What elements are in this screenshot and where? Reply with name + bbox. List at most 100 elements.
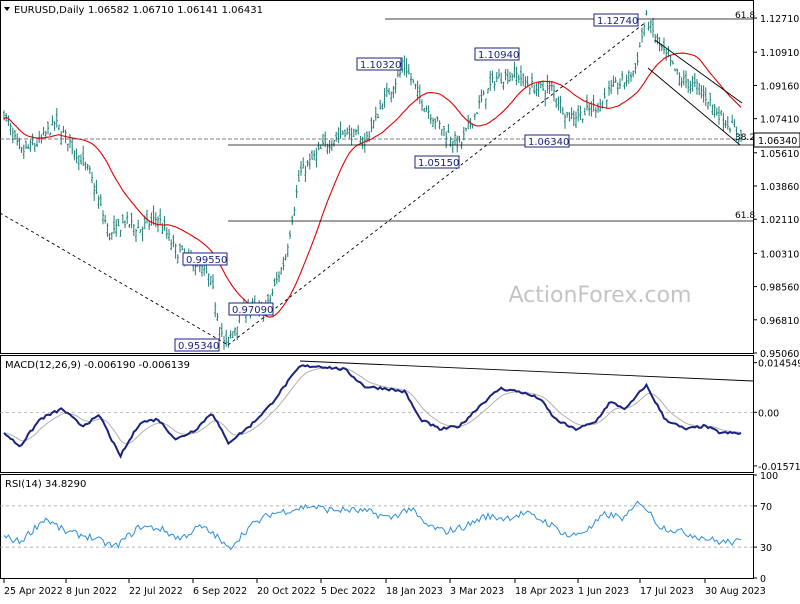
price-bar <box>388 87 390 95</box>
price-bar <box>148 221 151 230</box>
price-bar <box>33 142 36 153</box>
price-bar <box>478 95 481 109</box>
price-bar <box>652 17 654 38</box>
price-bar <box>75 148 78 164</box>
x-tick-label: 22 Jul 2022 <box>129 586 183 597</box>
price-bar <box>99 194 102 207</box>
price-bar <box>36 140 38 147</box>
price-bar <box>735 126 738 141</box>
price-bar <box>583 107 586 116</box>
price-bar <box>630 72 632 82</box>
price-bar <box>577 105 580 122</box>
price-bar <box>174 243 177 259</box>
price-bar <box>731 114 734 124</box>
price-bar <box>440 128 443 136</box>
collapse-arrow-icon[interactable] <box>4 7 10 11</box>
price-bar <box>172 234 175 248</box>
price-bar <box>456 135 459 153</box>
price-bar <box>220 323 223 338</box>
price-bar <box>465 127 467 132</box>
price-bar <box>713 103 716 118</box>
price-header-ohlc: 1.06582 1.06710 1.06141 1.06431 <box>88 5 263 16</box>
channel-upper <box>654 39 743 104</box>
price-bar <box>280 266 283 275</box>
rsi-tick-label: 70 <box>760 502 772 513</box>
price-bar <box>165 227 168 239</box>
price-bar <box>339 121 342 139</box>
price-plot: 1.12740 1.10320 1.10940 1.06340 1.05150 0.995… <box>0 10 753 352</box>
price-bar <box>236 326 239 341</box>
price-bar <box>610 79 613 95</box>
price-tick-label: 1.12710 <box>760 14 799 25</box>
price-bar <box>625 74 628 87</box>
svg-text:1.06340: 1.06340 <box>528 137 569 148</box>
price-bar <box>619 78 621 90</box>
price-bar <box>295 185 298 198</box>
price-bar <box>311 150 313 160</box>
price-bar <box>489 70 492 91</box>
price-bar <box>548 80 551 95</box>
price-bar <box>302 157 305 169</box>
price-bar <box>293 206 296 217</box>
price-bar <box>308 153 311 170</box>
price-bar <box>346 127 349 135</box>
price-bar <box>135 228 137 242</box>
price-bar <box>493 80 496 91</box>
price-bar <box>509 71 511 82</box>
price-label: 1.10320 <box>356 57 402 71</box>
price-bar <box>726 116 729 130</box>
price-bar <box>700 85 703 99</box>
macd-tick-label: 0.014549 <box>758 359 800 370</box>
price-bar <box>674 68 676 72</box>
price-bar <box>231 331 234 339</box>
price-bar <box>73 150 76 161</box>
price-bar <box>291 215 294 226</box>
price-bar <box>436 116 439 122</box>
price-bar <box>322 133 324 146</box>
x-tick-label: 25 Apr 2022 <box>4 586 63 597</box>
axes: 1.12710 1.10910 1.09160 1.07410 1.05610 1.038… <box>3 14 800 597</box>
price-bar <box>139 229 142 233</box>
price-bar <box>262 315 265 322</box>
moving-average-line <box>3 52 742 318</box>
price-bar <box>297 170 300 182</box>
price-bar <box>209 276 212 286</box>
price-bar <box>663 37 665 55</box>
price-bar <box>53 121 56 131</box>
price-label: 1.12740 <box>593 13 639 27</box>
price-bar <box>341 130 344 136</box>
price-bar <box>69 134 71 148</box>
rsi-panel <box>0 474 754 579</box>
price-bar <box>333 140 335 147</box>
price-bar <box>18 137 21 150</box>
price-bar <box>570 107 573 120</box>
macd-line <box>3 364 742 459</box>
rsi-plot <box>0 500 753 551</box>
price-tick-label: 1.03860 <box>760 182 799 193</box>
price-bar <box>614 77 617 83</box>
price-bar <box>71 137 74 155</box>
price-bar <box>495 72 498 83</box>
price-bar <box>403 55 406 76</box>
price-bar <box>229 330 232 339</box>
price-bar <box>638 42 641 48</box>
price-bar <box>315 147 318 168</box>
price-bar <box>416 80 419 101</box>
fib-label-mid: 38.2 <box>735 133 755 143</box>
price-header-symbol: EURUSD,Daily <box>14 5 85 16</box>
price-bar <box>115 219 118 237</box>
price-bar <box>14 130 16 140</box>
price-bar <box>641 27 643 43</box>
price-bar <box>394 78 397 94</box>
price-bar <box>438 120 441 130</box>
price-bar <box>605 99 608 109</box>
price-bar <box>526 75 529 87</box>
price-bar <box>520 65 522 87</box>
price-bar <box>559 95 562 114</box>
price-bar <box>113 215 115 234</box>
price-bar <box>649 20 652 34</box>
price-bar <box>154 212 157 228</box>
price-bar <box>212 274 214 290</box>
watermark: ActionForex.com <box>509 283 692 308</box>
price-bar <box>594 107 597 119</box>
